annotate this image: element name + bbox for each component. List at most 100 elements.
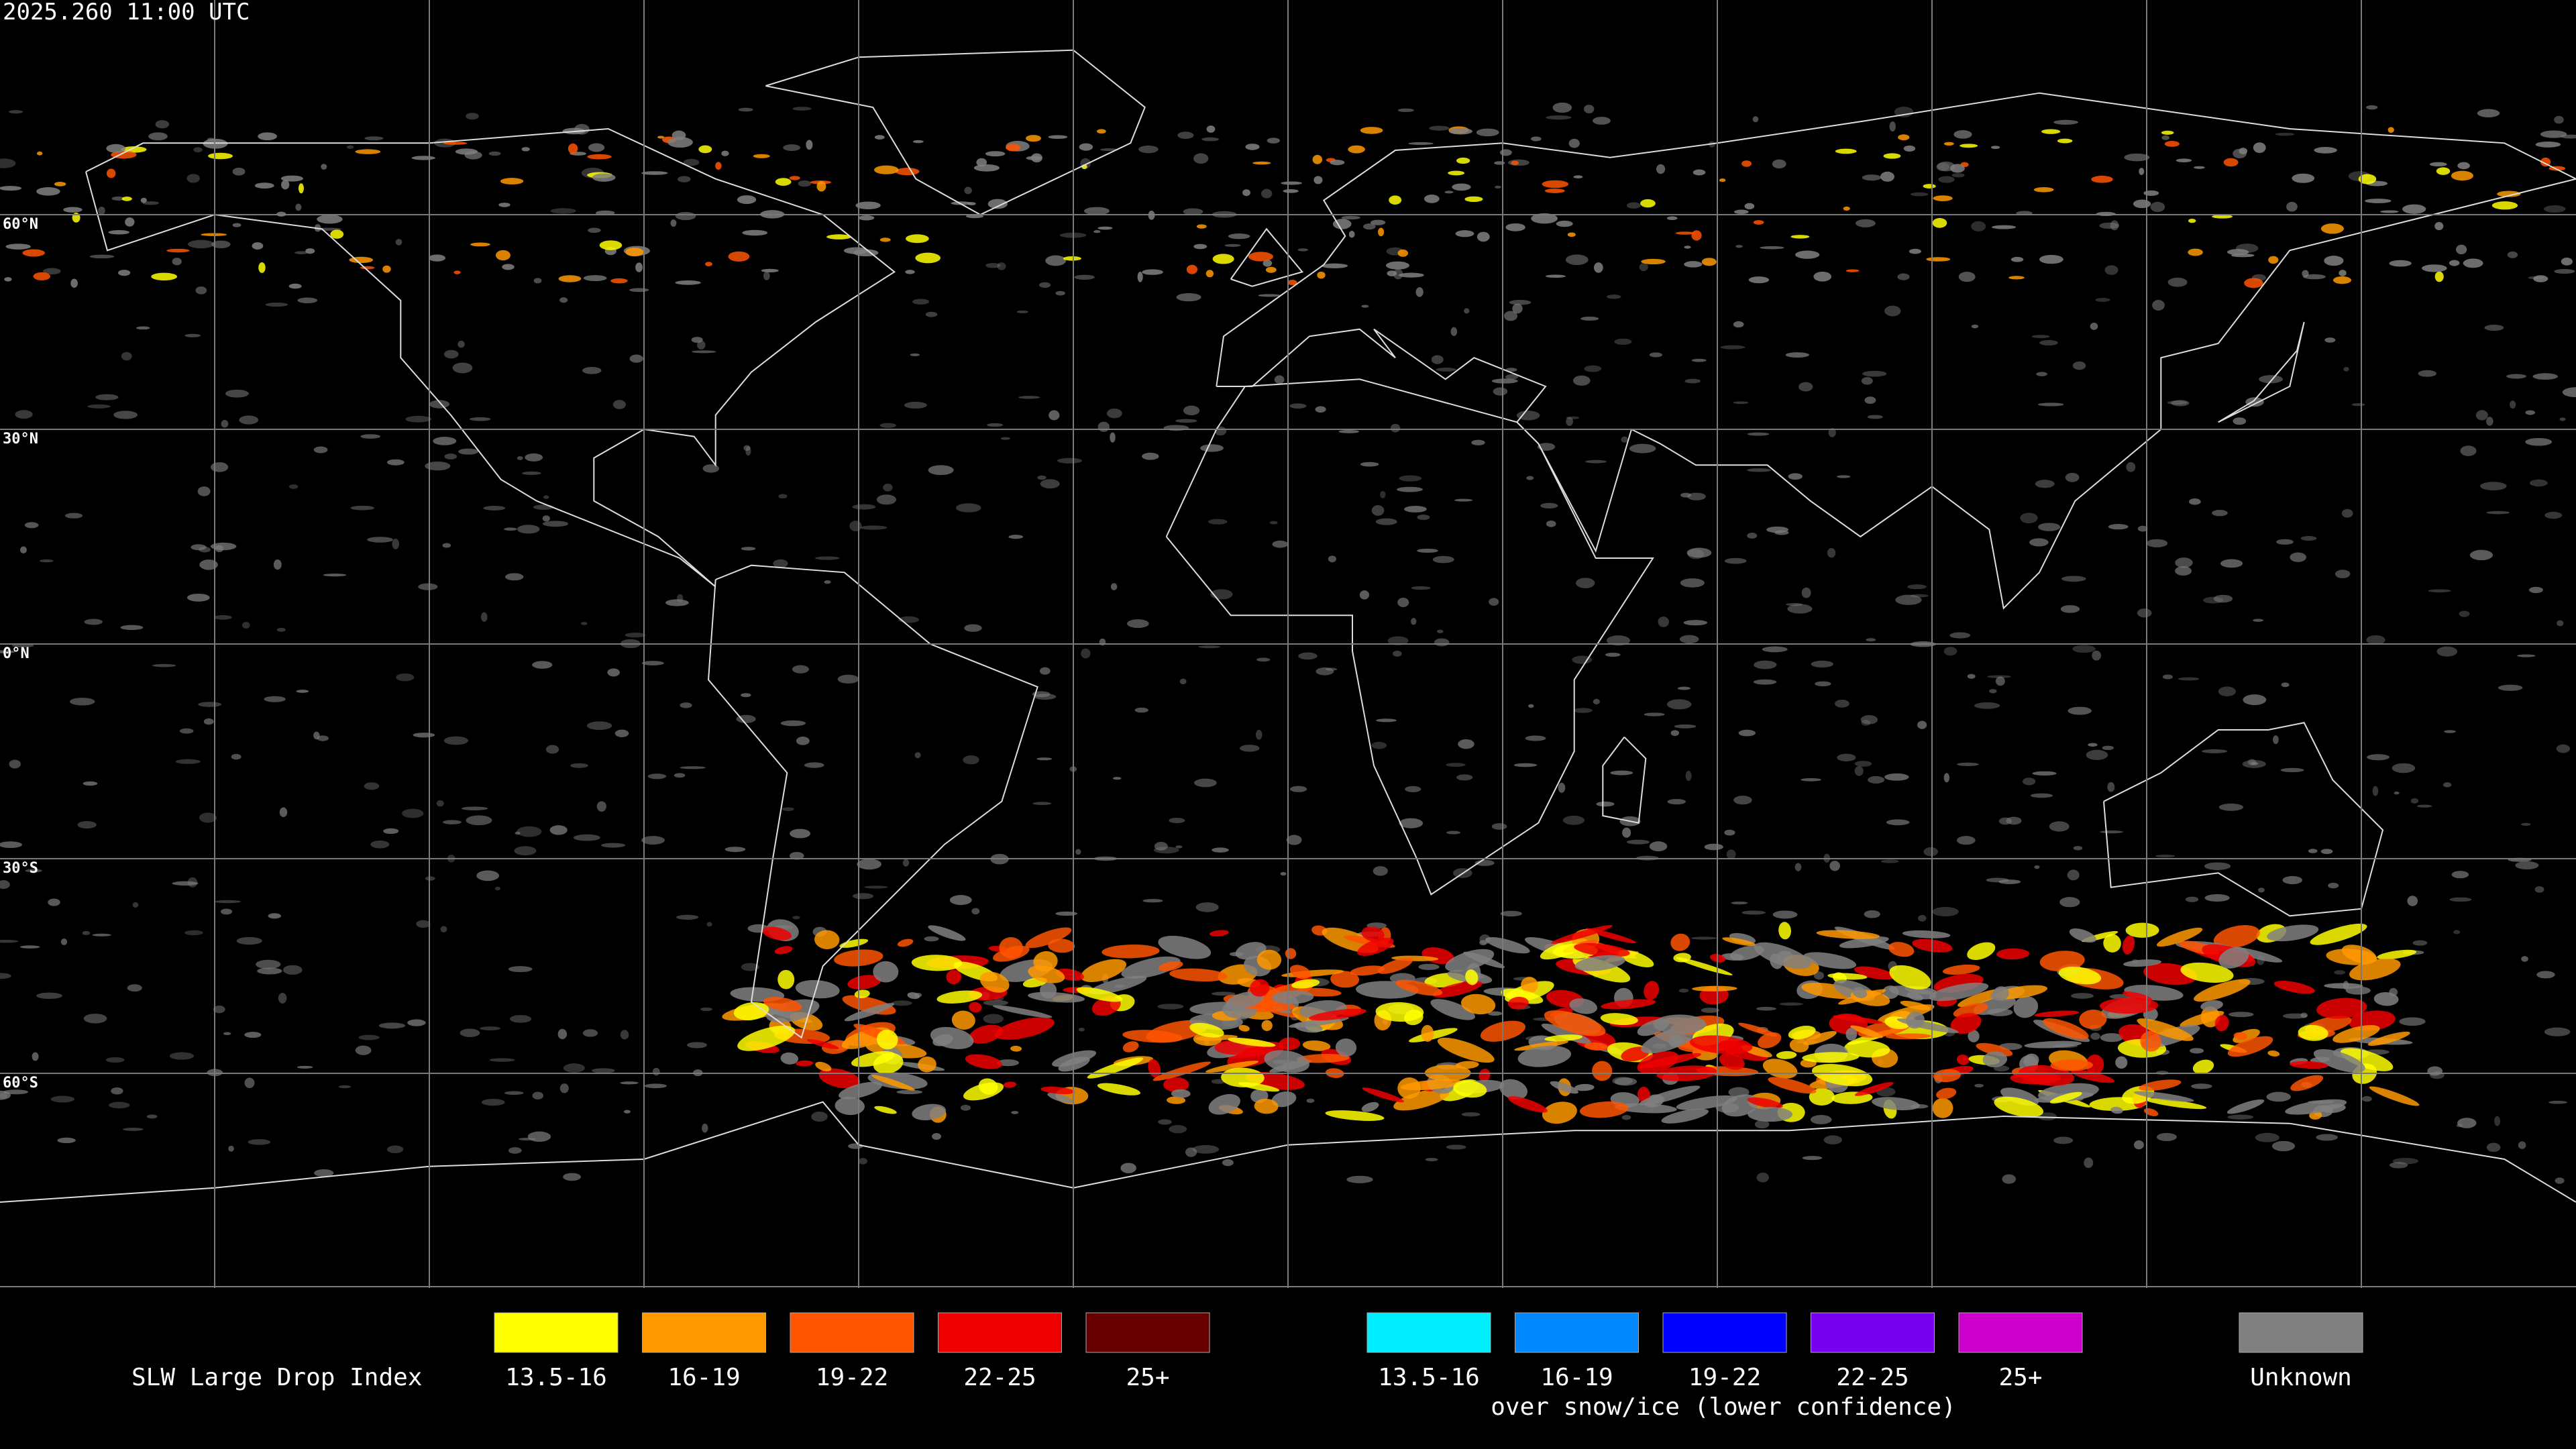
cloud-speck: [683, 158, 700, 166]
cloud-patch: [118, 270, 131, 276]
cloud-speck: [1157, 1004, 1184, 1010]
cloud-patch: [2332, 276, 2352, 284]
cloud-speck: [1862, 370, 1887, 377]
cloud-patch: [2010, 1071, 2061, 1085]
cloud-speck: [1658, 616, 1669, 627]
cloud-speck: [1417, 548, 1438, 553]
cloud-speck: [2286, 201, 2298, 212]
cloud-speck: [700, 1007, 712, 1012]
cloud-patch: [675, 280, 701, 285]
cloud-speck: [338, 1085, 352, 1089]
cloud-patch: [2349, 1010, 2396, 1031]
cloud-speck: [2282, 875, 2302, 885]
cloud-speck: [2035, 480, 2055, 488]
cloud-patch: [1289, 965, 1311, 979]
cloud-speck: [152, 663, 176, 667]
cloud-speck: [2559, 417, 2566, 421]
cloud-patch: [795, 979, 840, 999]
cloud-patch: [1389, 195, 1402, 205]
cloud-patch: [1584, 1042, 1609, 1051]
cloud-speck: [1404, 505, 1427, 513]
cloud-patch: [1265, 266, 1277, 273]
cloud-patch: [201, 233, 227, 236]
cloud-speck: [504, 527, 517, 531]
cloud-speck: [0, 650, 15, 653]
cloud-speck: [1720, 345, 1746, 350]
cloud-patch: [2226, 1099, 2265, 1114]
cloud-speck: [199, 812, 217, 823]
cloud-speck: [1691, 358, 1707, 362]
cloud-speck: [983, 1000, 1008, 1006]
cloud-speck: [1576, 578, 1595, 588]
cloud-patch: [928, 925, 966, 941]
cloud-patch: [965, 1054, 1003, 1069]
cloud-speck: [514, 846, 537, 856]
cloud-patch: [1330, 160, 1345, 166]
cloud-speck: [580, 622, 588, 625]
cloud-patch: [2387, 127, 2394, 133]
cloud-speck: [92, 933, 111, 936]
cloud-speck: [2506, 374, 2526, 379]
cloud-speck: [2507, 251, 2518, 258]
cloud-speck: [48, 898, 60, 906]
cloud-speck: [1142, 899, 1163, 903]
cloud-patch: [1544, 189, 1565, 193]
cloud-speck: [2084, 1157, 2094, 1169]
cloud-patch: [999, 937, 1023, 959]
cloud-speck: [811, 1111, 828, 1122]
cloud-patch: [1397, 249, 1409, 257]
cloud-speck: [2175, 566, 2192, 576]
legend-swatch: [790, 1312, 914, 1353]
cloud-speck: [2449, 897, 2472, 902]
cloud-speck: [288, 484, 299, 489]
cloud-speck: [532, 1091, 544, 1099]
cloud-patch: [1291, 979, 1320, 989]
cloud-patch: [879, 237, 891, 242]
cloud-speck: [1680, 578, 1705, 588]
cloud-speck: [1546, 520, 1556, 527]
cloud-speck: [677, 176, 691, 182]
cloud-speck: [680, 766, 706, 769]
cloud-speck: [1261, 189, 1273, 199]
cloud-speck: [57, 1137, 76, 1144]
coastline: [85, 127, 896, 588]
cloud-speck: [586, 721, 612, 731]
cloud-speck: [405, 415, 432, 423]
cloud-patch: [1226, 991, 1265, 1010]
cloud-speck: [792, 107, 812, 111]
cloud-speck: [111, 196, 125, 201]
cloud-speck: [1747, 533, 1758, 539]
cloud-speck: [736, 714, 756, 723]
cloud-patch: [1926, 257, 1951, 262]
cloud-speck: [1397, 486, 1424, 492]
cloud-patch: [2365, 199, 2392, 203]
cloud-patch: [1271, 1091, 1297, 1108]
cloud-patch: [1639, 1085, 1701, 1106]
cloud-speck: [1078, 1027, 1085, 1032]
cloud-patch: [1312, 154, 1323, 164]
cloud-patch: [2192, 1059, 2214, 1075]
cloud-patch: [1348, 145, 1365, 154]
cloud-speck: [442, 543, 451, 548]
cloud-patch: [789, 176, 800, 180]
cloud-patch: [1994, 1096, 2044, 1118]
cloud-speck: [964, 624, 982, 632]
cloud-speck: [1106, 408, 1122, 419]
cloud-speck: [2061, 576, 2086, 582]
cloud-speck: [2494, 1116, 2501, 1126]
cloud-speck: [1799, 382, 1813, 392]
cloud-patch: [2103, 934, 2121, 953]
cloud-patch: [2320, 223, 2344, 234]
cloud-patch: [946, 969, 962, 985]
cloud-speck: [2525, 410, 2535, 415]
cloud-speck: [796, 737, 810, 745]
cloud-patch: [915, 252, 941, 264]
cloud-speck: [814, 556, 840, 560]
cloud-speck: [563, 1063, 585, 1073]
cloud-speck: [1461, 1112, 1481, 1117]
cloud-speck: [676, 914, 699, 920]
cloud-patch: [1889, 965, 1931, 989]
cloud-speck: [83, 781, 98, 786]
cloud-patch: [5, 244, 31, 250]
cloud-speck: [1674, 724, 1697, 729]
